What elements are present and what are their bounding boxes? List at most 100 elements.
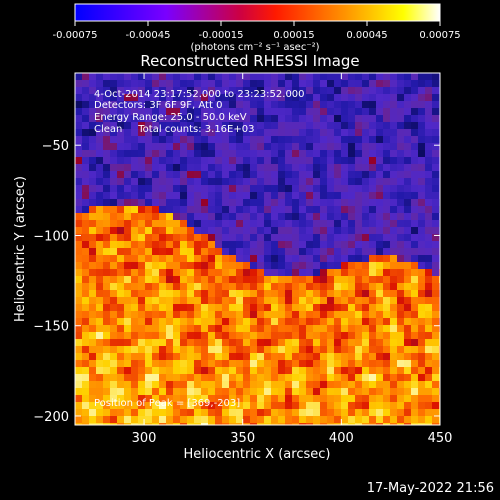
heatmap-cell [236, 87, 244, 95]
heatmap-cell [292, 80, 300, 88]
heatmap-cell [376, 248, 384, 256]
heatmap-cell [201, 388, 209, 396]
heatmap-cell [306, 199, 314, 207]
heatmap-cell [404, 339, 412, 347]
heatmap-cell [271, 318, 279, 326]
heatmap-cell [376, 332, 384, 340]
heatmap-cell [313, 381, 321, 389]
heatmap-cell [383, 402, 391, 410]
heatmap-cell [285, 325, 293, 333]
heatmap-cell [236, 248, 244, 256]
heatmap-cell [355, 346, 363, 354]
heatmap-cell [299, 360, 307, 368]
heatmap-cell [250, 325, 258, 333]
heatmap-cell [313, 367, 321, 375]
heatmap-cell [292, 332, 300, 340]
heatmap-cell [229, 388, 237, 396]
heatmap-cell [250, 353, 258, 361]
heatmap-cell [117, 206, 125, 214]
heatmap-cell [250, 416, 258, 424]
heatmap-cell [285, 283, 293, 291]
heatmap-cell [404, 234, 412, 242]
heatmap-cell [264, 136, 272, 144]
heatmap-cell [418, 346, 426, 354]
heatmap-cell [75, 234, 83, 242]
heatmap-cell [124, 227, 132, 235]
heatmap-cell [369, 332, 377, 340]
heatmap-cell [299, 234, 307, 242]
heatmap-cell [103, 150, 111, 158]
heatmap-cell [376, 164, 384, 172]
heatmap-cell [334, 220, 342, 228]
heatmap-cell [243, 395, 251, 403]
heatmap-cell [411, 185, 419, 193]
heatmap-cell [348, 339, 356, 347]
heatmap-cell [397, 374, 405, 382]
heatmap-cell [145, 150, 153, 158]
heatmap-cell [145, 381, 153, 389]
heatmap-cell [257, 227, 265, 235]
heatmap-cell [306, 171, 314, 179]
heatmap-cell [159, 381, 167, 389]
heatmap-cell [376, 220, 384, 228]
heatmap-cell [292, 241, 300, 249]
x-tick-label: 300 [132, 431, 157, 446]
heatmap-cell [110, 213, 118, 221]
heatmap-cell [180, 164, 188, 172]
heatmap-cell [180, 409, 188, 417]
heatmap-cell [425, 136, 433, 144]
heatmap-cell [355, 129, 363, 137]
heatmap-cell [229, 262, 237, 270]
heatmap-cell [215, 80, 223, 88]
heatmap-cell [271, 332, 279, 340]
heatmap-cell [334, 143, 342, 151]
heatmap-cell [278, 234, 286, 242]
heatmap-cell [292, 227, 300, 235]
heatmap-cell [173, 374, 181, 382]
heatmap-cell [334, 262, 342, 270]
heatmap-cell [250, 122, 258, 130]
heatmap-cell [124, 101, 132, 109]
heatmap-cell [257, 353, 265, 361]
heatmap-cell [250, 395, 258, 403]
heatmap-cell [201, 262, 209, 270]
heatmap-cell [278, 115, 286, 123]
heatmap-cell [257, 108, 265, 116]
heatmap-cell [208, 353, 216, 361]
heatmap-cell [404, 367, 412, 375]
heatmap-cell [159, 262, 167, 270]
heatmap-cell [89, 304, 97, 312]
heatmap-cell [159, 283, 167, 291]
heatmap-cell [152, 234, 160, 242]
heatmap-cell [285, 206, 293, 214]
heatmap-cell [432, 227, 440, 235]
heatmap-cell [103, 367, 111, 375]
heatmap-cell [215, 213, 223, 221]
annotation-clean-counts: Clean Total counts: 3.16E+03 [94, 124, 255, 135]
heatmap-cell [418, 108, 426, 116]
heatmap-cell [390, 122, 398, 130]
heatmap-cell [299, 290, 307, 298]
heatmap-cell [82, 164, 90, 172]
heatmap-cell [285, 143, 293, 151]
heatmap-cell [306, 339, 314, 347]
heatmap-cell [376, 381, 384, 389]
heatmap-cell [250, 115, 258, 123]
heatmap-cell [152, 129, 160, 137]
heatmap-cell [103, 122, 111, 130]
heatmap-cell [257, 101, 265, 109]
heatmap-cell [208, 360, 216, 368]
heatmap-cell [264, 227, 272, 235]
heatmap-cell [285, 108, 293, 116]
heatmap-cell [432, 164, 440, 172]
heatmap-cell [264, 192, 272, 200]
heatmap-cell [110, 297, 118, 305]
heatmap-cell [117, 381, 125, 389]
heatmap-cell [355, 402, 363, 410]
heatmap-cell [313, 402, 321, 410]
heatmap-cell [278, 311, 286, 319]
heatmap-cell [145, 360, 153, 368]
heatmap-cell [264, 423, 272, 425]
heatmap-cell [432, 115, 440, 123]
heatmap-cell [432, 346, 440, 354]
